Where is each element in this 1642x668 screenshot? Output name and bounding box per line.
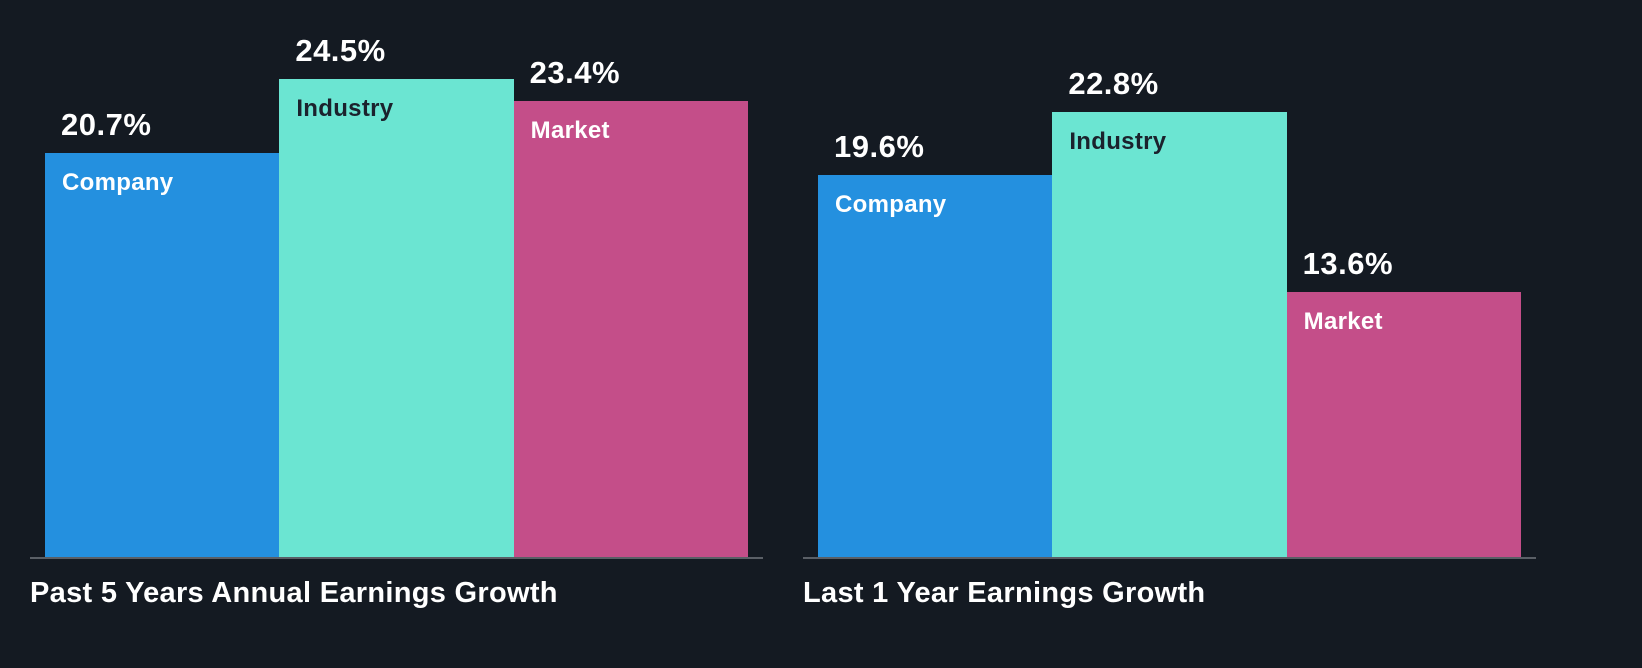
category-label: Company bbox=[835, 190, 947, 218]
bar-group-market: 13.6% Market bbox=[1286, 245, 1521, 557]
x-axis-baseline bbox=[803, 557, 1536, 559]
category-label: Industry bbox=[296, 95, 394, 123]
value-label: 24.5% bbox=[295, 33, 386, 69]
bar-industry: Industry bbox=[279, 79, 514, 557]
bar-group-market: 23.4% Market bbox=[513, 54, 748, 557]
bar-group-industry: 22.8% Industry bbox=[1052, 66, 1287, 557]
value-label: 23.4% bbox=[529, 54, 621, 90]
bar-group-company: 20.7% Company bbox=[45, 107, 280, 557]
bar-group-industry: 24.5% Industry bbox=[279, 33, 514, 557]
value-label: 19.6% bbox=[834, 128, 925, 164]
bar-company: Company bbox=[818, 174, 1053, 557]
chart-past-5-years-annual-earnings-growth: 20.7% Company 24.5% Industry 23.4% Marke… bbox=[30, 0, 763, 668]
bar-group-company: 19.6% Company bbox=[818, 128, 1053, 557]
chart-title: Last 1 Year Earnings Growth bbox=[803, 577, 1206, 609]
bars-area: 19.6% Company 22.8% Industry 13.6% Marke… bbox=[803, 0, 1536, 557]
bars-area: 20.7% Company 24.5% Industry 23.4% Marke… bbox=[30, 0, 763, 557]
category-label: Industry bbox=[1069, 128, 1167, 156]
value-label: 22.8% bbox=[1068, 66, 1159, 102]
category-label: Company bbox=[62, 169, 174, 197]
bar-market: Market bbox=[1286, 291, 1521, 557]
bar-company: Company bbox=[45, 153, 280, 557]
chart-last-1-year-earnings-growth: 19.6% Company 22.8% Industry 13.6% Marke… bbox=[803, 0, 1536, 668]
category-label: Market bbox=[530, 116, 610, 144]
chart-title: Past 5 Years Annual Earnings Growth bbox=[30, 577, 558, 609]
value-label: 20.7% bbox=[61, 107, 152, 143]
x-axis-baseline bbox=[30, 557, 763, 559]
category-label: Market bbox=[1303, 307, 1383, 335]
bar-industry: Industry bbox=[1052, 112, 1287, 557]
bar-market: Market bbox=[513, 100, 748, 557]
value-label: 13.6% bbox=[1302, 245, 1394, 281]
